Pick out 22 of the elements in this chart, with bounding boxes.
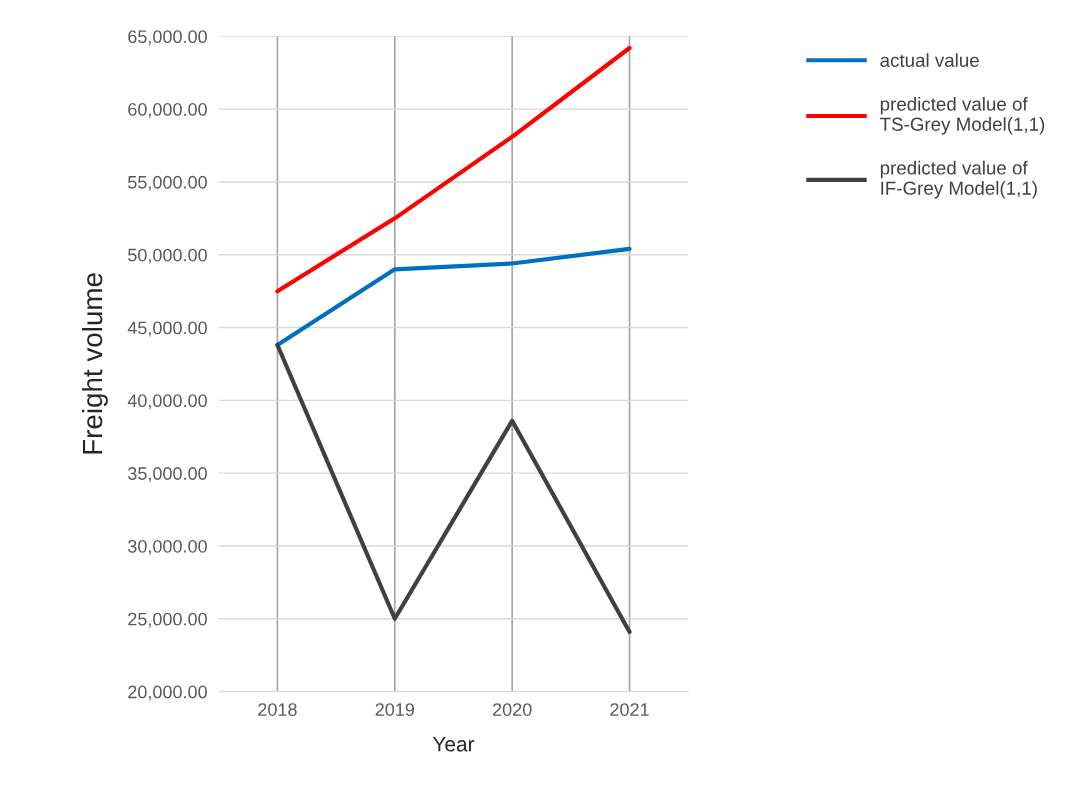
legend-label: predicted value of IF-Grey Model(1,1) (880, 160, 1037, 199)
y-tick-label: 35,000.00 (128, 467, 207, 483)
legend-label: actual value (880, 53, 979, 67)
legend-label: predicted value of TS-Grey Model(1,1) (880, 96, 1045, 135)
line-series (275, 246, 632, 348)
line-series (275, 45, 632, 294)
y-tick-label: 20,000.00 (128, 685, 207, 701)
y-tick-label: 40,000.00 (127, 394, 207, 410)
y-tick-label: 50,000.00 (128, 248, 207, 264)
x-tick-label: 2020 (492, 703, 532, 716)
y-tick-label: 30,000.00 (128, 539, 207, 555)
y-tick-label: 55,000.00 (128, 175, 207, 191)
x-axis-title: Year (432, 736, 475, 752)
x-tick-label: 2018 (258, 703, 297, 716)
x-tick-label: 2021 (610, 703, 649, 716)
line-series (275, 342, 632, 634)
y-tick-label: 60,000.00 (128, 103, 207, 118)
y-axis-title: Freight volume (81, 273, 108, 454)
x-tick-label: 2019 (375, 703, 415, 716)
y-tick-label: 25,000.00 (128, 612, 207, 628)
y-tick-label: 45,000.00 (127, 321, 207, 337)
y-tick-label: 65,000.00 (128, 30, 207, 46)
